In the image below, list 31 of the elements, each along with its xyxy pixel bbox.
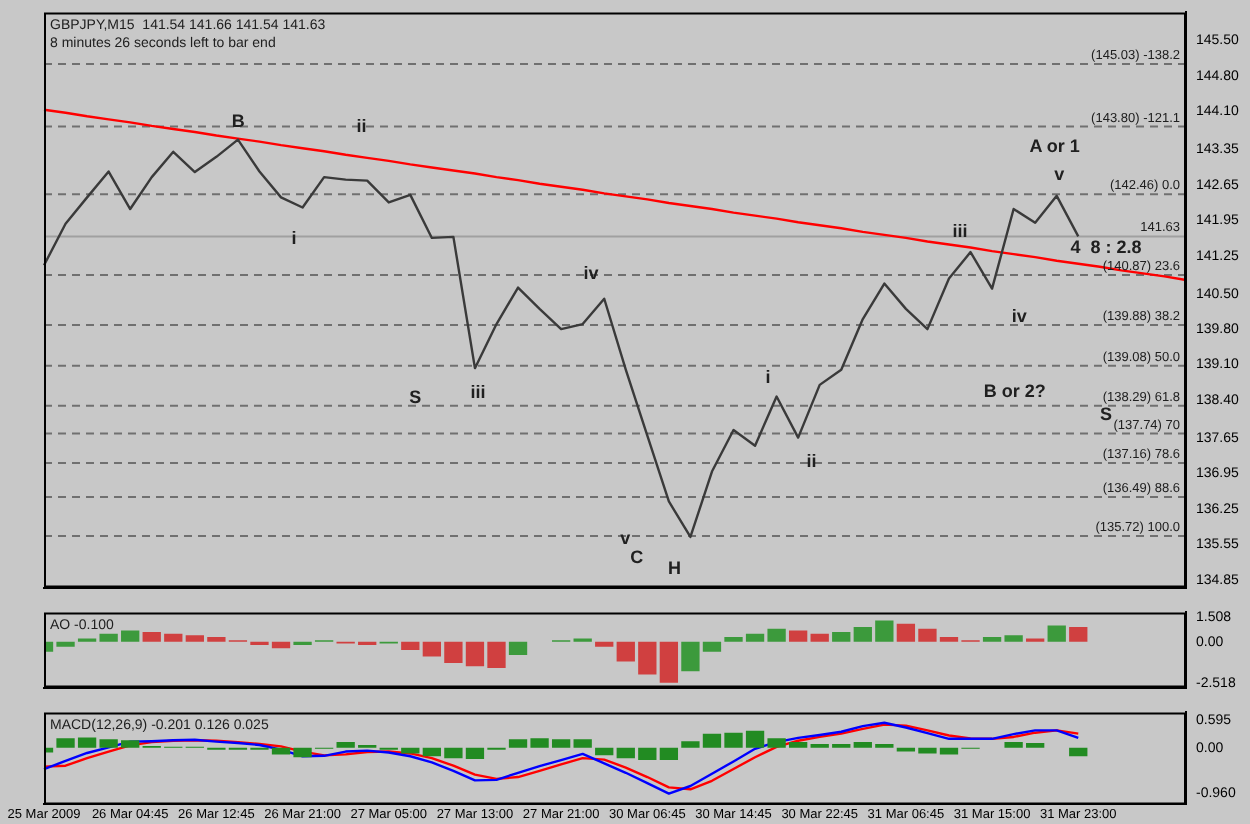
annotation: B (231, 110, 246, 131)
annotation: iv (583, 263, 599, 284)
annotation: v (1054, 164, 1065, 185)
bar (508, 641, 528, 655)
bar (832, 632, 851, 642)
annotation: iii (952, 220, 968, 241)
annotation: iii (470, 381, 486, 402)
annotation: i (291, 228, 297, 248)
annotation: ii (806, 450, 817, 471)
annotation: S (1100, 404, 1113, 425)
bar (401, 641, 420, 650)
bar (810, 633, 829, 642)
bar (1047, 625, 1066, 642)
annotation: v (620, 527, 631, 548)
bar (595, 641, 614, 647)
bar (1069, 627, 1088, 642)
annotation: 4 8 : 2.8 (1070, 237, 1142, 258)
bar (788, 630, 808, 642)
annotation: H (667, 557, 681, 578)
annotation: C (630, 546, 645, 567)
annotation: S (409, 386, 422, 407)
annotation: i (765, 366, 771, 387)
annotation: ii (356, 116, 367, 137)
bar (1069, 747, 1088, 757)
bar (659, 747, 679, 761)
annotation: iv (1011, 306, 1027, 327)
bar (595, 747, 614, 756)
bar (573, 739, 592, 748)
bar (659, 641, 679, 683)
annotation: A or 1 (1029, 135, 1080, 156)
annotation: B or 2? (983, 381, 1046, 401)
